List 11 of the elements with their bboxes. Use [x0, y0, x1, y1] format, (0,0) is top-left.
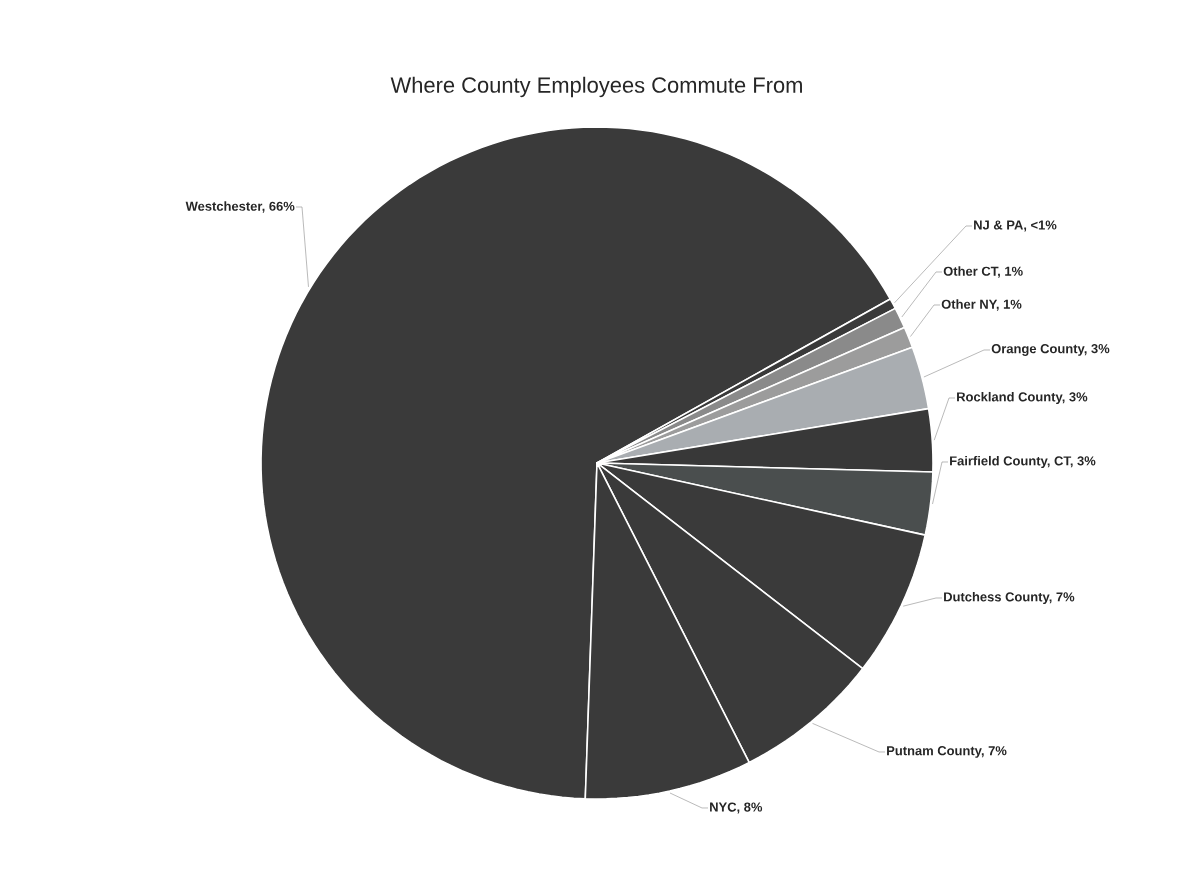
chart-title: Where County Employees Commute From — [390, 76, 802, 98]
slice-label: Fairfield County, CT, 3% — [950, 455, 1096, 469]
slice-label: Orange County, 3% — [991, 344, 1110, 356]
slice-label: Putnam County, 7% — [887, 746, 1007, 758]
slice-label: Other CT, 1% — [943, 266, 1023, 278]
slice-label: Rockland County, 3% — [957, 391, 1088, 405]
slice-label: Westchester, 66% — [185, 201, 295, 213]
slice-label: Dutchess County, 7% — [944, 591, 1075, 605]
slice-label: Other NY, 1% — [941, 299, 1022, 311]
slice-label: NYC, 8% — [710, 802, 763, 814]
slice-label: NJ & PA, <1% — [974, 220, 1057, 232]
